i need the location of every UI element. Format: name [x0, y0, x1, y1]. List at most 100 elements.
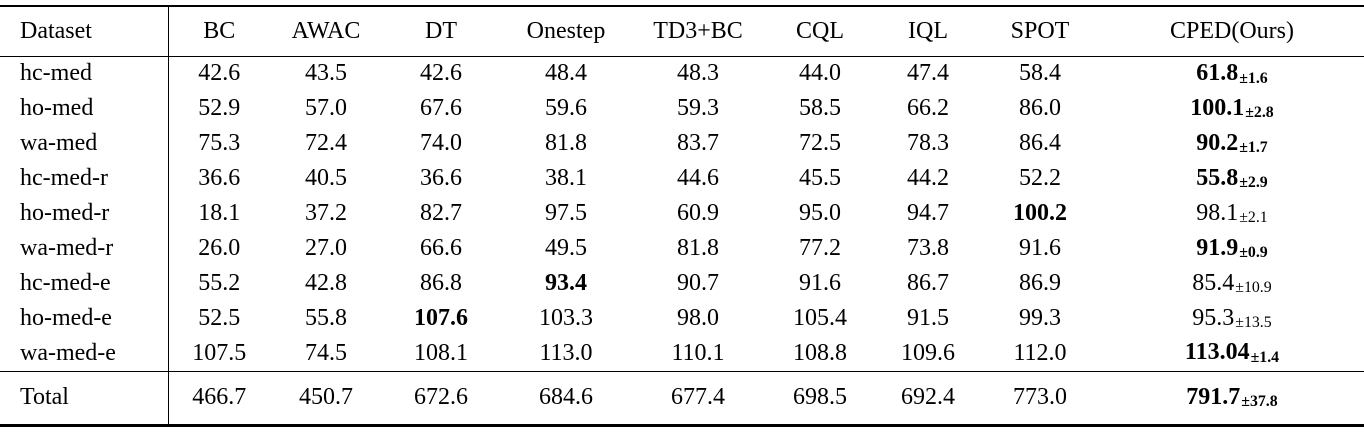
row-label-wa-med: wa-med: [0, 126, 169, 161]
cell-stddev: ±2.1: [1239, 209, 1268, 227]
cell-value: 48.4: [545, 60, 587, 87]
cell-value: 91.5: [907, 305, 949, 331]
cell-wa-med-r-bc: 26.0: [168, 231, 270, 266]
cell-value: 74.0: [420, 130, 462, 156]
data-row: ho-med 52.9 57.0 67.6 59.6 59.3 58.5 66.2 86.0 10…: [0, 91, 1364, 126]
cell-value: 113.04: [1184, 339, 1250, 366]
cell-value: 58.5: [799, 95, 841, 121]
cell-value: 112.0: [1013, 339, 1067, 366]
total-row: Total 466.7 450.7 672.6 684.6 677.4 698.5 692.4…: [0, 371, 1364, 425]
cell-ho-med-e-cql: 105.4: [764, 301, 876, 336]
cell-hc-med-r-awac: 40.5: [270, 161, 382, 196]
cell-stddev: ±10.9: [1235, 279, 1272, 297]
cell-value: 83.7: [677, 130, 719, 156]
cell-value: 73.8: [907, 235, 949, 261]
cell-value: 692.4: [901, 384, 955, 410]
cell-value: 107.5: [192, 339, 247, 366]
cell-total-bc: 466.7: [168, 371, 270, 425]
cell-ho-med-onestep: 59.6: [500, 91, 632, 126]
cell-wa-med-r-dt: 66.6: [382, 231, 500, 266]
column-header-td3-bc: TD3+BC: [653, 17, 743, 44]
cell-ho-med-td3-bc: 59.3: [632, 91, 764, 126]
cell-value: 77.2: [799, 235, 841, 261]
table-foot: Total 466.7 450.7 672.6 684.6 677.4 698.5 692.4…: [0, 371, 1364, 425]
cell-value: 57.0: [305, 95, 347, 121]
cell-total-awac: 450.7: [270, 371, 382, 425]
cell-ho-med-spot: 86.0: [980, 91, 1100, 126]
header-row: Dataset BC AWAC DT Onestep TD3+BC CQL IQL SPOT CP…: [0, 6, 1364, 56]
data-row: hc-med-e 55.2 42.8 86.8 93.4 90.7 91.6 86.7 86.9…: [0, 266, 1364, 301]
cell-wa-med-e-bc: 107.5: [168, 336, 270, 371]
cell-wa-med-r-cped-ours: 91.9±0.9: [1100, 231, 1364, 266]
cell-value: 42.6: [198, 60, 241, 87]
cell-wa-med-r-onestep: 49.5: [500, 231, 632, 266]
cell-hc-med-e-cql: 91.6: [764, 266, 876, 301]
cell-value: 38.1: [545, 165, 587, 191]
cell-value: 59.6: [545, 95, 587, 121]
cell-value: 18.1: [198, 200, 241, 226]
data-row: wa-med-e 107.5 74.5 108.1 113.0 110.1 108.8 109…: [0, 336, 1364, 371]
cell-hc-med-r-spot: 52.2: [980, 161, 1100, 196]
cell-ho-med-awac: 57.0: [270, 91, 382, 126]
cell-total-onestep: 684.6: [500, 371, 632, 425]
cell-stddev: ±1.6: [1239, 69, 1268, 87]
cell-value: 86.0: [1019, 95, 1061, 121]
cell-hc-med-e-td3-bc: 90.7: [632, 266, 764, 301]
row-label-ho-med-e: ho-med-e: [0, 301, 169, 336]
cell-value: 55.2: [198, 270, 241, 296]
cell-hc-med-e-dt: 86.8: [382, 266, 500, 301]
cell-value: 100.1: [1190, 94, 1245, 121]
cell-total-dt: 672.6: [382, 371, 500, 425]
row-label-hc-med-e: hc-med-e: [0, 266, 169, 301]
column-header-spot: SPOT: [1010, 17, 1070, 44]
cell-total-iql: 692.4: [876, 371, 980, 425]
cell-stddev: ±1.4: [1250, 349, 1280, 367]
cell-hc-med-e-cped-ours: 85.4±10.9: [1100, 266, 1364, 301]
cell-value: 450.7: [299, 384, 353, 410]
cell-ho-med-r-iql: 94.7: [876, 196, 980, 231]
cell-ho-med-r-bc: 18.1: [168, 196, 270, 231]
cell-value: 52.5: [198, 305, 241, 331]
cell-value: 48.3: [677, 60, 719, 87]
cell-stddev: ±1.7: [1239, 139, 1268, 157]
cell-stddev: ±2.9: [1239, 174, 1268, 192]
cell-value: 100.2: [1013, 200, 1067, 226]
cell-value: 95.3: [1192, 304, 1235, 331]
row-label-ho-med: ho-med: [0, 91, 169, 126]
cell-ho-med-e-onestep: 103.3: [500, 301, 632, 336]
cell-value: 59.3: [677, 95, 719, 121]
cell-value: 40.5: [305, 165, 347, 191]
cell-wa-med-awac: 72.4: [270, 126, 382, 161]
cell-ho-med-r-awac: 37.2: [270, 196, 382, 231]
data-row: hc-med 42.6 43.5 42.6 48.4 48.3 44.0 47.4 58.4 61…: [0, 56, 1364, 91]
cell-hc-med-td3-bc: 48.3: [632, 56, 764, 91]
cell-wa-med-r-td3-bc: 81.8: [632, 231, 764, 266]
cell-value: 36.6: [198, 165, 241, 191]
cell-wa-med-r-spot: 91.6: [980, 231, 1100, 266]
cell-value: 61.8: [1196, 59, 1239, 86]
cell-hc-med-e-awac: 42.8: [270, 266, 382, 301]
row-label-wa-med-e: wa-med-e: [0, 336, 169, 371]
cell-value: 91.9: [1196, 234, 1239, 261]
row-label-hc-med-r: hc-med-r: [0, 161, 169, 196]
cell-wa-med-bc: 75.3: [168, 126, 270, 161]
row-label-hc-med: hc-med: [0, 56, 169, 91]
cell-value: 90.7: [677, 270, 719, 296]
data-row: ho-med-e 52.5 55.8 107.6 103.3 98.0 105.4 91.5 9…: [0, 301, 1364, 336]
cell-value: 55.8: [1196, 164, 1239, 191]
cell-value: 58.4: [1019, 60, 1061, 87]
cell-value: 78.3: [907, 130, 949, 156]
cell-value: 791.7: [1186, 383, 1241, 410]
cell-value: 86.7: [907, 270, 949, 296]
cell-value: 90.2: [1196, 129, 1239, 156]
benchmark-results-table: Dataset BC AWAC DT Onestep TD3+BC CQL IQL SPOT CP…: [0, 5, 1364, 427]
cell-value: 44.6: [677, 165, 719, 191]
data-row: wa-med 75.3 72.4 74.0 81.8 83.7 72.5 78.3 86.4 90…: [0, 126, 1364, 161]
cell-hc-med-dt: 42.6: [382, 56, 500, 91]
cell-total-spot: 773.0: [980, 371, 1100, 425]
cell-ho-med-e-bc: 52.5: [168, 301, 270, 336]
cell-ho-med-e-awac: 55.8: [270, 301, 382, 336]
cell-value: 82.7: [420, 200, 462, 226]
cell-wa-med-dt: 74.0: [382, 126, 500, 161]
cell-ho-med-r-cql: 95.0: [764, 196, 876, 231]
